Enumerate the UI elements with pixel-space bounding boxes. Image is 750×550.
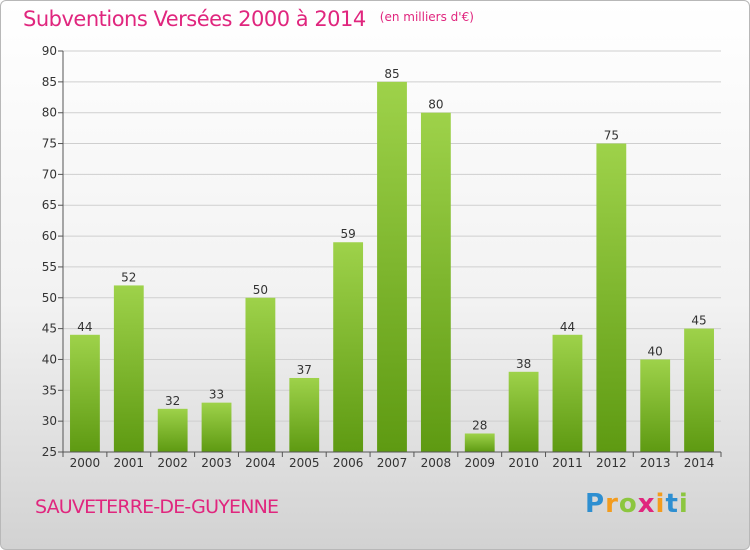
logo-letter: t [665, 489, 679, 519]
x-axis-ticks: 2000 2001 2002 2003 2004 2005 2006 2007 2008 2009… [62, 452, 722, 470]
bars: 44 52 32 33 50 37 59 85 80 28 38 44 75 40 45 [70, 67, 714, 453]
y-tick-label: 85 [42, 75, 57, 89]
bar-value-label: 59 [340, 227, 355, 241]
y-tick-label: 40 [42, 352, 57, 366]
x-tick-label: 2000 [70, 456, 101, 470]
y-tick-label: 90 [42, 44, 57, 58]
proxiti-logo: Proxiti [585, 489, 689, 519]
bar [552, 334, 583, 452]
logo-letter: r [605, 489, 619, 519]
title-row: Subventions Versées 2000 à 2014 (en milli… [23, 7, 474, 31]
bar-value-label: 44 [77, 320, 92, 334]
bar-value-label: 28 [472, 418, 487, 432]
bar-value-label: 80 [428, 98, 443, 112]
bar [640, 359, 671, 452]
bar [333, 242, 364, 452]
chart-title: Subventions Versées 2000 à 2014 [23, 7, 366, 31]
logo-letter: x [637, 489, 656, 519]
x-tick-label: 2014 [684, 456, 715, 470]
bar-value-label: 85 [384, 67, 399, 81]
chart-unit: (en milliers d'€) [379, 10, 474, 24]
bar [157, 408, 188, 452]
y-tick-label: 45 [42, 322, 57, 336]
bar [201, 402, 232, 452]
y-tick-label: 55 [42, 260, 57, 274]
bar-value-label: 50 [253, 283, 268, 297]
y-tick-label: 50 [42, 291, 57, 305]
y-tick-label: 70 [42, 167, 57, 181]
x-tick-label: 2004 [245, 456, 276, 470]
bar [684, 328, 714, 452]
logo-letter: i [678, 489, 689, 519]
x-tick-label: 2006 [333, 456, 364, 470]
bar [464, 433, 495, 452]
bar-value-label: 32 [165, 394, 180, 408]
y-tick-label: 35 [42, 383, 57, 397]
bar-value-label: 38 [516, 357, 531, 371]
bar-value-label: 52 [121, 270, 136, 284]
x-tick-label: 2008 [421, 456, 452, 470]
logo-letter: i [655, 489, 666, 519]
x-tick-label: 2003 [201, 456, 232, 470]
y-tick-label: 60 [42, 229, 57, 243]
bar [596, 143, 627, 453]
y-tick-label: 25 [42, 445, 57, 459]
bar-value-label: 75 [604, 129, 619, 143]
x-tick-label: 2001 [114, 456, 145, 470]
bar [377, 81, 407, 452]
bar [508, 371, 539, 452]
bar-value-label: 37 [297, 363, 312, 377]
bar [420, 112, 451, 452]
x-tick-label: 2009 [464, 456, 495, 470]
y-tick-label: 30 [42, 414, 57, 428]
bar-value-label: 44 [560, 320, 575, 334]
axes [62, 51, 721, 453]
bar [289, 377, 320, 452]
bar-value-label: 40 [648, 344, 663, 358]
bar [70, 334, 100, 452]
bar-value-label: 33 [209, 388, 224, 402]
y-tick-label: 65 [42, 198, 57, 212]
bar-value-label: 45 [691, 314, 706, 328]
y-axis-ticks: 25 30 35 40 45 50 55 60 65 70 75 80 85 90 [42, 44, 63, 459]
bar [245, 297, 276, 452]
y-tick-label: 80 [42, 106, 57, 120]
x-tick-label: 2010 [508, 456, 539, 470]
x-tick-label: 2011 [552, 456, 583, 470]
logo-letter: P [585, 489, 606, 519]
x-tick-label: 2005 [289, 456, 320, 470]
x-tick-label: 2013 [640, 456, 671, 470]
bar [113, 285, 144, 452]
x-tick-label: 2007 [377, 456, 408, 470]
x-tick-label: 2012 [596, 456, 627, 470]
commune-name: SAUVETERRE-DE-GUYENNE [35, 496, 279, 518]
x-tick-label: 2002 [157, 456, 188, 470]
logo-letter: o [618, 489, 638, 519]
y-tick-label: 75 [42, 137, 57, 151]
